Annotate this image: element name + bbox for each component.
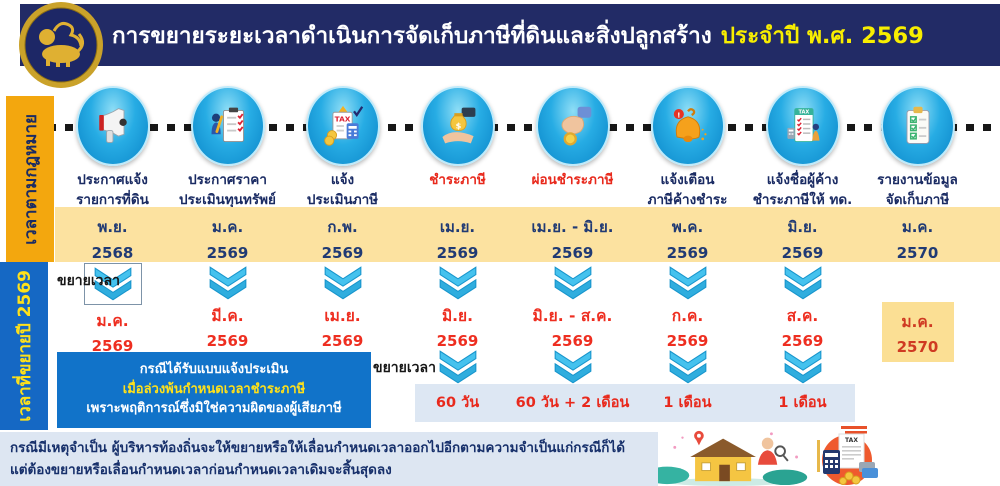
note-line-2: เมื่อล่วงพ้นกำหนดเวลาชำระภาษี xyxy=(122,381,306,397)
legal-date: เม.ย. - มิ.ย. 2569 xyxy=(531,218,614,262)
house-inspection-illustration xyxy=(644,430,808,486)
svg-text:TAX: TAX xyxy=(845,437,858,444)
megaphone-icon xyxy=(98,108,127,143)
svg-text:$: $ xyxy=(455,120,461,130)
legal-date: เม.ย. 2569 xyxy=(436,218,479,262)
extension-chevrons-row xyxy=(55,350,975,386)
tax-calculator-illustration: TAX xyxy=(817,426,878,485)
step-label: แจ้ง ประเมินภาษี xyxy=(306,172,379,209)
duration-value: 1 เดือน xyxy=(778,395,827,411)
extended-date: ก.ค. 2569 xyxy=(630,266,745,362)
timeline-step-2 xyxy=(170,86,285,166)
step-label: แจ้งชื่อผู้ค้าง ชำระภาษีให้ ทด. xyxy=(752,172,853,209)
extended-date: มิ.ย. 2569 xyxy=(400,266,515,362)
timeline-step-5 xyxy=(515,86,630,166)
dla-seal-logo xyxy=(19,2,103,88)
step-label: ประกาศแจ้ง รายการที่ดิน xyxy=(76,172,149,209)
footer-line-2: แต่ต้องขยายหรือเลื่อนกำหนดเวลาก่อนกำหนดเ… xyxy=(10,461,392,478)
icon-bubble: $ xyxy=(420,86,495,166)
assessment-note-box: กรณีได้รับแบบแจ้งประเมิน เมื่อล่วงพ้นกำห… xyxy=(57,352,371,428)
chevron-box xyxy=(83,263,142,305)
double-chevron-down-icon xyxy=(439,266,476,300)
extension-durations-row: 60 วัน 60 วัน + 2 เดือน 1 เดือน 1 เดือน xyxy=(400,391,860,414)
timeline-step-7: TAX xyxy=(745,86,860,166)
extended-date: ม.ค. 2569 xyxy=(55,263,170,362)
duration-value: 60 วัน xyxy=(435,395,480,411)
timeline-step-4: $ xyxy=(400,86,515,166)
page-title-main: การขยายระยะเวลาดำเนินการจัดเก็บภาษีที่ดิ… xyxy=(112,23,712,49)
sidebar-legal-label: เวลาตามกฎหมาย xyxy=(20,113,41,245)
note-line-3: เพราะพฤติการณ์ซึ่งมิใช่ความผิดของผู้เสีย… xyxy=(86,401,342,417)
duration-value: 60 วัน + 2 เดือน xyxy=(515,395,630,411)
page-title: การขยายระยะเวลาดำเนินการจัดเก็บภาษีที่ดิ… xyxy=(112,17,924,53)
double-chevron-down-icon xyxy=(784,350,821,384)
step-label: ผ่อนชำระภาษี xyxy=(531,172,614,188)
duration-value: 1 เดือน xyxy=(663,395,712,411)
svg-text:TAX: TAX xyxy=(798,110,809,116)
legal-months-band: พ.ย. 2568 ม.ค. 2569 ก.พ. 2569 เม.ย. 2569 เม.… xyxy=(55,207,1000,262)
appraisal-clipboard-icon xyxy=(211,107,244,143)
extended-date: ส.ค. 2569 xyxy=(745,266,860,362)
icon-bubble xyxy=(190,86,265,166)
extended-date: ม.ค. 2570 xyxy=(860,266,975,362)
double-chevron-down-icon xyxy=(784,266,821,300)
sidebar-extended-label: เวลาที่ขยายปี 2569 xyxy=(14,270,35,422)
double-chevron-down-icon xyxy=(209,266,246,300)
icon-bubble: TAX xyxy=(765,86,840,166)
icon-bubble xyxy=(535,86,610,166)
double-chevron-down-icon xyxy=(554,350,591,384)
icon-bubble xyxy=(880,86,955,166)
page-title-year: ประจำปี พ.ศ. 2569 xyxy=(720,23,924,49)
step-label: รายงานข้อมูล จัดเก็บภาษี xyxy=(877,172,958,209)
legal-date: พ.ค. 2569 xyxy=(666,218,709,262)
timeline-labels-row: ประกาศแจ้ง รายการที่ดิน ประกาศราคา ประเมิน… xyxy=(55,170,975,211)
installment-icon xyxy=(561,106,591,146)
extended-dates-row: ม.ค. 2569 มี.ค. 2569 เม.ย. 2569 มิ.ย. 2569 ม… xyxy=(55,263,975,362)
double-chevron-down-icon xyxy=(669,350,706,384)
svg-text:!: ! xyxy=(677,110,680,119)
legal-date: พ.ย. 2568 xyxy=(91,218,134,262)
step-label: ประกาศราคา ประเมินทุนทรัพย์ xyxy=(179,172,276,209)
icon-bubble xyxy=(75,86,150,166)
timeline-icons-row: TAX $ xyxy=(55,86,975,166)
note-line-1: กรณีได้รับแบบแจ้งประเมิน xyxy=(139,361,289,377)
tax-assessment-icon: TAX xyxy=(323,105,363,146)
legal-date: ม.ค. 2569 xyxy=(206,218,249,262)
sidebar-legal-time: เวลาตามกฎหมาย xyxy=(6,96,54,262)
double-chevron-down-icon xyxy=(669,266,706,300)
timeline-step-8 xyxy=(860,86,975,166)
double-chevron-down-icon xyxy=(554,266,591,300)
icon-bubble: ! xyxy=(650,86,725,166)
svg-text:TAX: TAX xyxy=(334,114,350,123)
double-chevron-down-icon xyxy=(439,350,476,384)
legal-date: ม.ค. 2570 xyxy=(896,218,939,262)
extension-duration-band xyxy=(415,384,855,422)
debtor-list-icon: TAX xyxy=(786,108,819,143)
double-chevron-down-icon xyxy=(94,267,131,301)
report-date-box: ม.ค. 2570 xyxy=(881,302,954,362)
header-band: การขยายระยะเวลาดำเนินการจัดเก็บภาษีที่ดิ… xyxy=(20,4,1000,66)
reminder-bell-icon: ! xyxy=(673,108,707,143)
footer-note: กรณีมีเหตุจำเป็น ผู้บริหารท้องถิ่นจะให้ข… xyxy=(0,432,658,486)
extend-time-label-2: ขยายเวลา xyxy=(373,360,436,376)
timeline-step-6: ! xyxy=(630,86,745,166)
report-clipboard-icon xyxy=(906,106,929,144)
timeline-step-1 xyxy=(55,86,170,166)
extended-date: มิ.ย. - ส.ค. 2569 xyxy=(515,266,630,362)
double-chevron-down-icon xyxy=(324,266,361,300)
footer-line-1: กรณีมีเหตุจำเป็น ผู้บริหารท้องถิ่นจะให้ข… xyxy=(10,440,625,456)
extend-time-label-1: ขยายเวลา xyxy=(57,273,120,289)
timeline-step-3: TAX xyxy=(285,86,400,166)
extended-date: เม.ย. 2569 xyxy=(285,266,400,362)
legal-date: มิ.ย. 2569 xyxy=(781,218,824,262)
step-label: แจ้งเตือน ภาษีค้างชำระ xyxy=(647,172,728,209)
sidebar-extended-time: เวลาที่ขยายปี 2569 xyxy=(0,262,48,430)
legal-date: ก.พ. 2569 xyxy=(321,218,364,262)
step-label: ชำระภาษี xyxy=(429,172,486,188)
timeline-dotted-line xyxy=(48,124,1000,131)
icon-bubble: TAX xyxy=(305,86,380,166)
extended-date: มี.ค. 2569 xyxy=(170,266,285,362)
pay-tax-icon: $ xyxy=(441,107,475,144)
